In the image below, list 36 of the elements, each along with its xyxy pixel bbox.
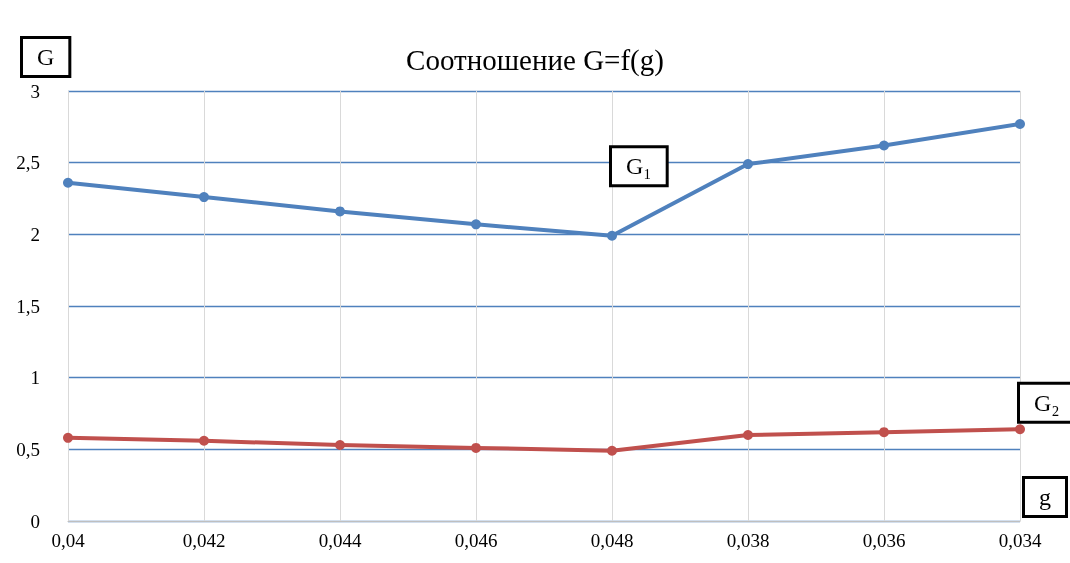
x-axis-title: g [1039,484,1051,510]
point [335,206,345,217]
point [63,177,73,188]
y-tick-label: 1 [30,367,40,389]
point [879,140,889,151]
point [607,230,617,241]
point [879,427,889,438]
y-tick-label: 2,5 [16,152,40,174]
point [1015,118,1025,129]
point [471,219,481,230]
y-tick-label: 2 [30,223,40,245]
series-label: G₁ [626,153,652,180]
x-tick-label: 0,04 [51,530,86,551]
y-tick-label: 3 [30,80,40,102]
y-tick-label: 1,5 [16,295,40,317]
chart-title: Соотношение G=f(g) [406,43,664,77]
point [63,432,73,443]
series-label: G₂ [1034,389,1060,416]
x-tick-label: 0,036 [862,530,906,551]
point [1015,424,1025,435]
x-tick-label: 0,034 [998,530,1042,551]
point [743,159,753,170]
y-tick-label: 0,5 [16,438,40,460]
x-tick-label: 0,044 [318,530,362,551]
y-tick-label: 0 [30,510,40,532]
point [335,440,345,451]
x-tick-label: 0,046 [454,530,498,551]
point [743,430,753,440]
point [199,435,209,446]
x-tick-label: 0,038 [726,530,770,551]
x-tick-label: 0,048 [590,530,634,551]
point [471,442,481,453]
x-tick-label: 0,042 [182,530,226,551]
point [607,445,617,456]
point [199,192,209,203]
y-axis-title: G [37,44,55,70]
